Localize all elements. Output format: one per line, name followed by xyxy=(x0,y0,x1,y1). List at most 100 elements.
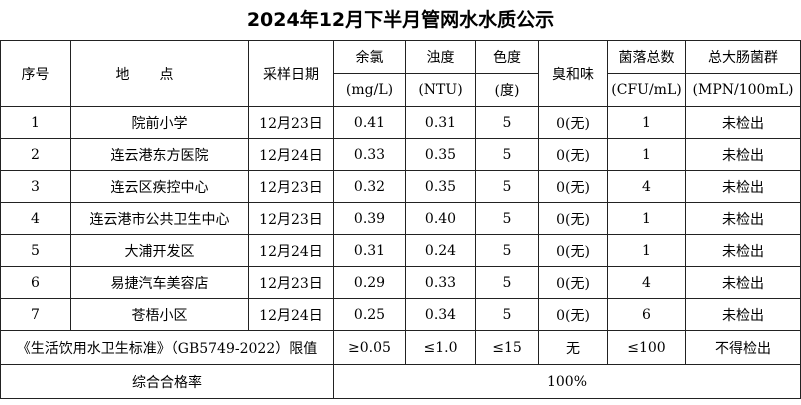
data-cell: 0(无) xyxy=(538,138,608,171)
standard-value: ≥0.05 xyxy=(333,330,406,365)
standard-value: 不得检出 xyxy=(685,330,801,365)
title: 2024年12月下半月管网水水质公示 xyxy=(246,9,555,31)
unit-cell: (CFU/mL) xyxy=(607,73,686,107)
standard-value: ≤15 xyxy=(475,330,539,365)
data-cell: 5 xyxy=(475,298,539,331)
data-cell: 12月23日 xyxy=(248,266,334,299)
data-cell: 6 xyxy=(0,266,71,299)
data-cell: 未检出 xyxy=(685,202,801,235)
data-cell: 12月23日 xyxy=(248,202,334,235)
data-cell: 5 xyxy=(475,266,539,299)
data-cell: 4 xyxy=(0,202,71,235)
data-cell: 5 xyxy=(0,234,71,267)
data-cell: 0.34 xyxy=(405,298,476,331)
data-cell: 院前小学 xyxy=(70,106,249,139)
data-cell: 连云区疾控中心 xyxy=(70,170,249,203)
table-body: 序号 地点 采样日期 余氯 浊度 色度 臭和味 菌落总数 总大肠菌群 (mg/L) (NTU) (度)… xyxy=(0,40,801,399)
header-cell: 总大肠菌群 xyxy=(685,40,801,74)
data-cell: 0.31 xyxy=(405,106,476,139)
data-cell: 7 xyxy=(0,298,71,331)
data-cell: 5 xyxy=(475,106,539,139)
table-row: 1 院前小学 12月23日 0.41 0.31 5 0(无) 1 未检出 xyxy=(0,106,801,139)
standard-value: 无 xyxy=(538,330,608,365)
data-cell: 3 xyxy=(0,170,71,203)
header-cell: 浊度 xyxy=(405,40,476,74)
pass-rate-value: 100% xyxy=(333,364,801,399)
table-row: 7 苍梧小区 12月24日 0.25 0.34 5 0(无) 6 未检出 xyxy=(0,298,801,331)
table-row: 2 连云港东方医院 12月24日 0.33 0.35 5 0(无) 1 未检出 xyxy=(0,138,801,171)
data-cell: 0.31 xyxy=(333,234,406,267)
data-cell: 连云港东方医院 xyxy=(70,138,249,171)
data-cell: 5 xyxy=(475,234,539,267)
data-cell: 12月23日 xyxy=(248,106,334,139)
data-cell: 1 xyxy=(607,234,686,267)
data-cell: 5 xyxy=(475,170,539,203)
data-cell: 未检出 xyxy=(685,298,801,331)
data-cell: 4 xyxy=(607,170,686,203)
data-cell: 0.40 xyxy=(405,202,476,235)
data-cell: 0.32 xyxy=(333,170,406,203)
header-cell: 菌落总数 xyxy=(607,40,686,74)
table-row: 综合合格率 100% xyxy=(0,364,801,399)
data-cell: 0.24 xyxy=(405,234,476,267)
data-cell: 1 xyxy=(607,106,686,139)
unit-cell: (度) xyxy=(475,73,539,107)
table-row: 5 大浦开发区 12月24日 0.31 0.24 5 0(无) 1 未检出 xyxy=(0,234,801,267)
data-cell: 12月23日 xyxy=(248,170,334,203)
data-cell: 1 xyxy=(607,202,686,235)
data-cell: 易捷汽车美容店 xyxy=(70,266,249,299)
header-cell: 余氯 xyxy=(333,40,406,74)
data-cell: 0(无) xyxy=(538,202,608,235)
standard-value: ≤100 xyxy=(607,330,686,365)
data-cell: 苍梧小区 xyxy=(70,298,249,331)
data-cell: 0(无) xyxy=(538,234,608,267)
data-cell: 5 xyxy=(475,202,539,235)
data-cell: 大浦开发区 xyxy=(70,234,249,267)
table-row: 4 连云港市公共卫生中心 12月23日 0.39 0.40 5 0(无) 1 未检出 xyxy=(0,202,801,235)
table-row: 3 连云区疾控中心 12月23日 0.32 0.35 5 0(无) 4 未检出 xyxy=(0,170,801,203)
data-cell: 连云港市公共卫生中心 xyxy=(70,202,249,235)
data-cell: 0.41 xyxy=(333,106,406,139)
data-cell: 12月24日 xyxy=(248,234,334,267)
header-cell: 序号 xyxy=(0,40,71,107)
data-cell: 6 xyxy=(607,298,686,331)
data-cell: 未检出 xyxy=(685,170,801,203)
header-cell: 臭和味 xyxy=(538,40,608,107)
data-cell: 0.39 xyxy=(333,202,406,235)
standard-label: 《生活饮用水卫生标准》（GB5749-2022）限值 xyxy=(0,330,334,365)
data-cell: 4 xyxy=(607,266,686,299)
pass-rate-label: 综合合格率 xyxy=(0,364,334,399)
data-cell: 0.35 xyxy=(405,170,476,203)
data-cell: 1 xyxy=(0,106,71,139)
data-cell: 0.35 xyxy=(405,138,476,171)
data-cell: 0(无) xyxy=(538,266,608,299)
table-row: 《生活饮用水卫生标准》（GB5749-2022）限值 ≥0.05 ≤1.0 ≤15 无 ≤… xyxy=(0,330,801,365)
data-cell: 0.33 xyxy=(333,138,406,171)
data-cell: 2 xyxy=(0,138,71,171)
data-cell: 未检出 xyxy=(685,266,801,299)
data-cell: 0(无) xyxy=(538,298,608,331)
data-cell: 1 xyxy=(607,138,686,171)
data-cell: 未检出 xyxy=(685,234,801,267)
data-cell: 0.33 xyxy=(405,266,476,299)
header-cell: 采样日期 xyxy=(248,40,334,107)
data-cell: 12月24日 xyxy=(248,138,334,171)
data-cell: 0.29 xyxy=(333,266,406,299)
standard-value: ≤1.0 xyxy=(405,330,476,365)
header-cell: 色度 xyxy=(475,40,539,74)
data-cell: 5 xyxy=(475,138,539,171)
unit-cell: (MPN/100mL) xyxy=(685,73,801,107)
table-row: 序号 地点 采样日期 余氯 浊度 色度 臭和味 菌落总数 总大肠菌群 xyxy=(0,40,801,107)
data-cell: 0(无) xyxy=(538,170,608,203)
data-cell: 0(无) xyxy=(538,106,608,139)
table-row: 6 易捷汽车美容店 12月23日 0.29 0.33 5 0(无) 4 未检出 xyxy=(0,266,801,299)
data-cell: 12月24日 xyxy=(248,298,334,331)
data-cell: 未检出 xyxy=(685,106,801,139)
data-cell: 0.25 xyxy=(333,298,406,331)
data-cell: 未检出 xyxy=(685,138,801,171)
table-row: (mg/L) (NTU) (度) (CFU/mL) (MPN/100mL) xyxy=(1,73,801,107)
quality-table: 序号 地点 采样日期 余氯 浊度 色度 臭和味 菌落总数 总大肠菌群 (mg/L) (NTU) (度)… xyxy=(0,40,801,399)
unit-cell: (mg/L) xyxy=(333,73,406,107)
unit-cell: (NTU) xyxy=(405,73,476,107)
